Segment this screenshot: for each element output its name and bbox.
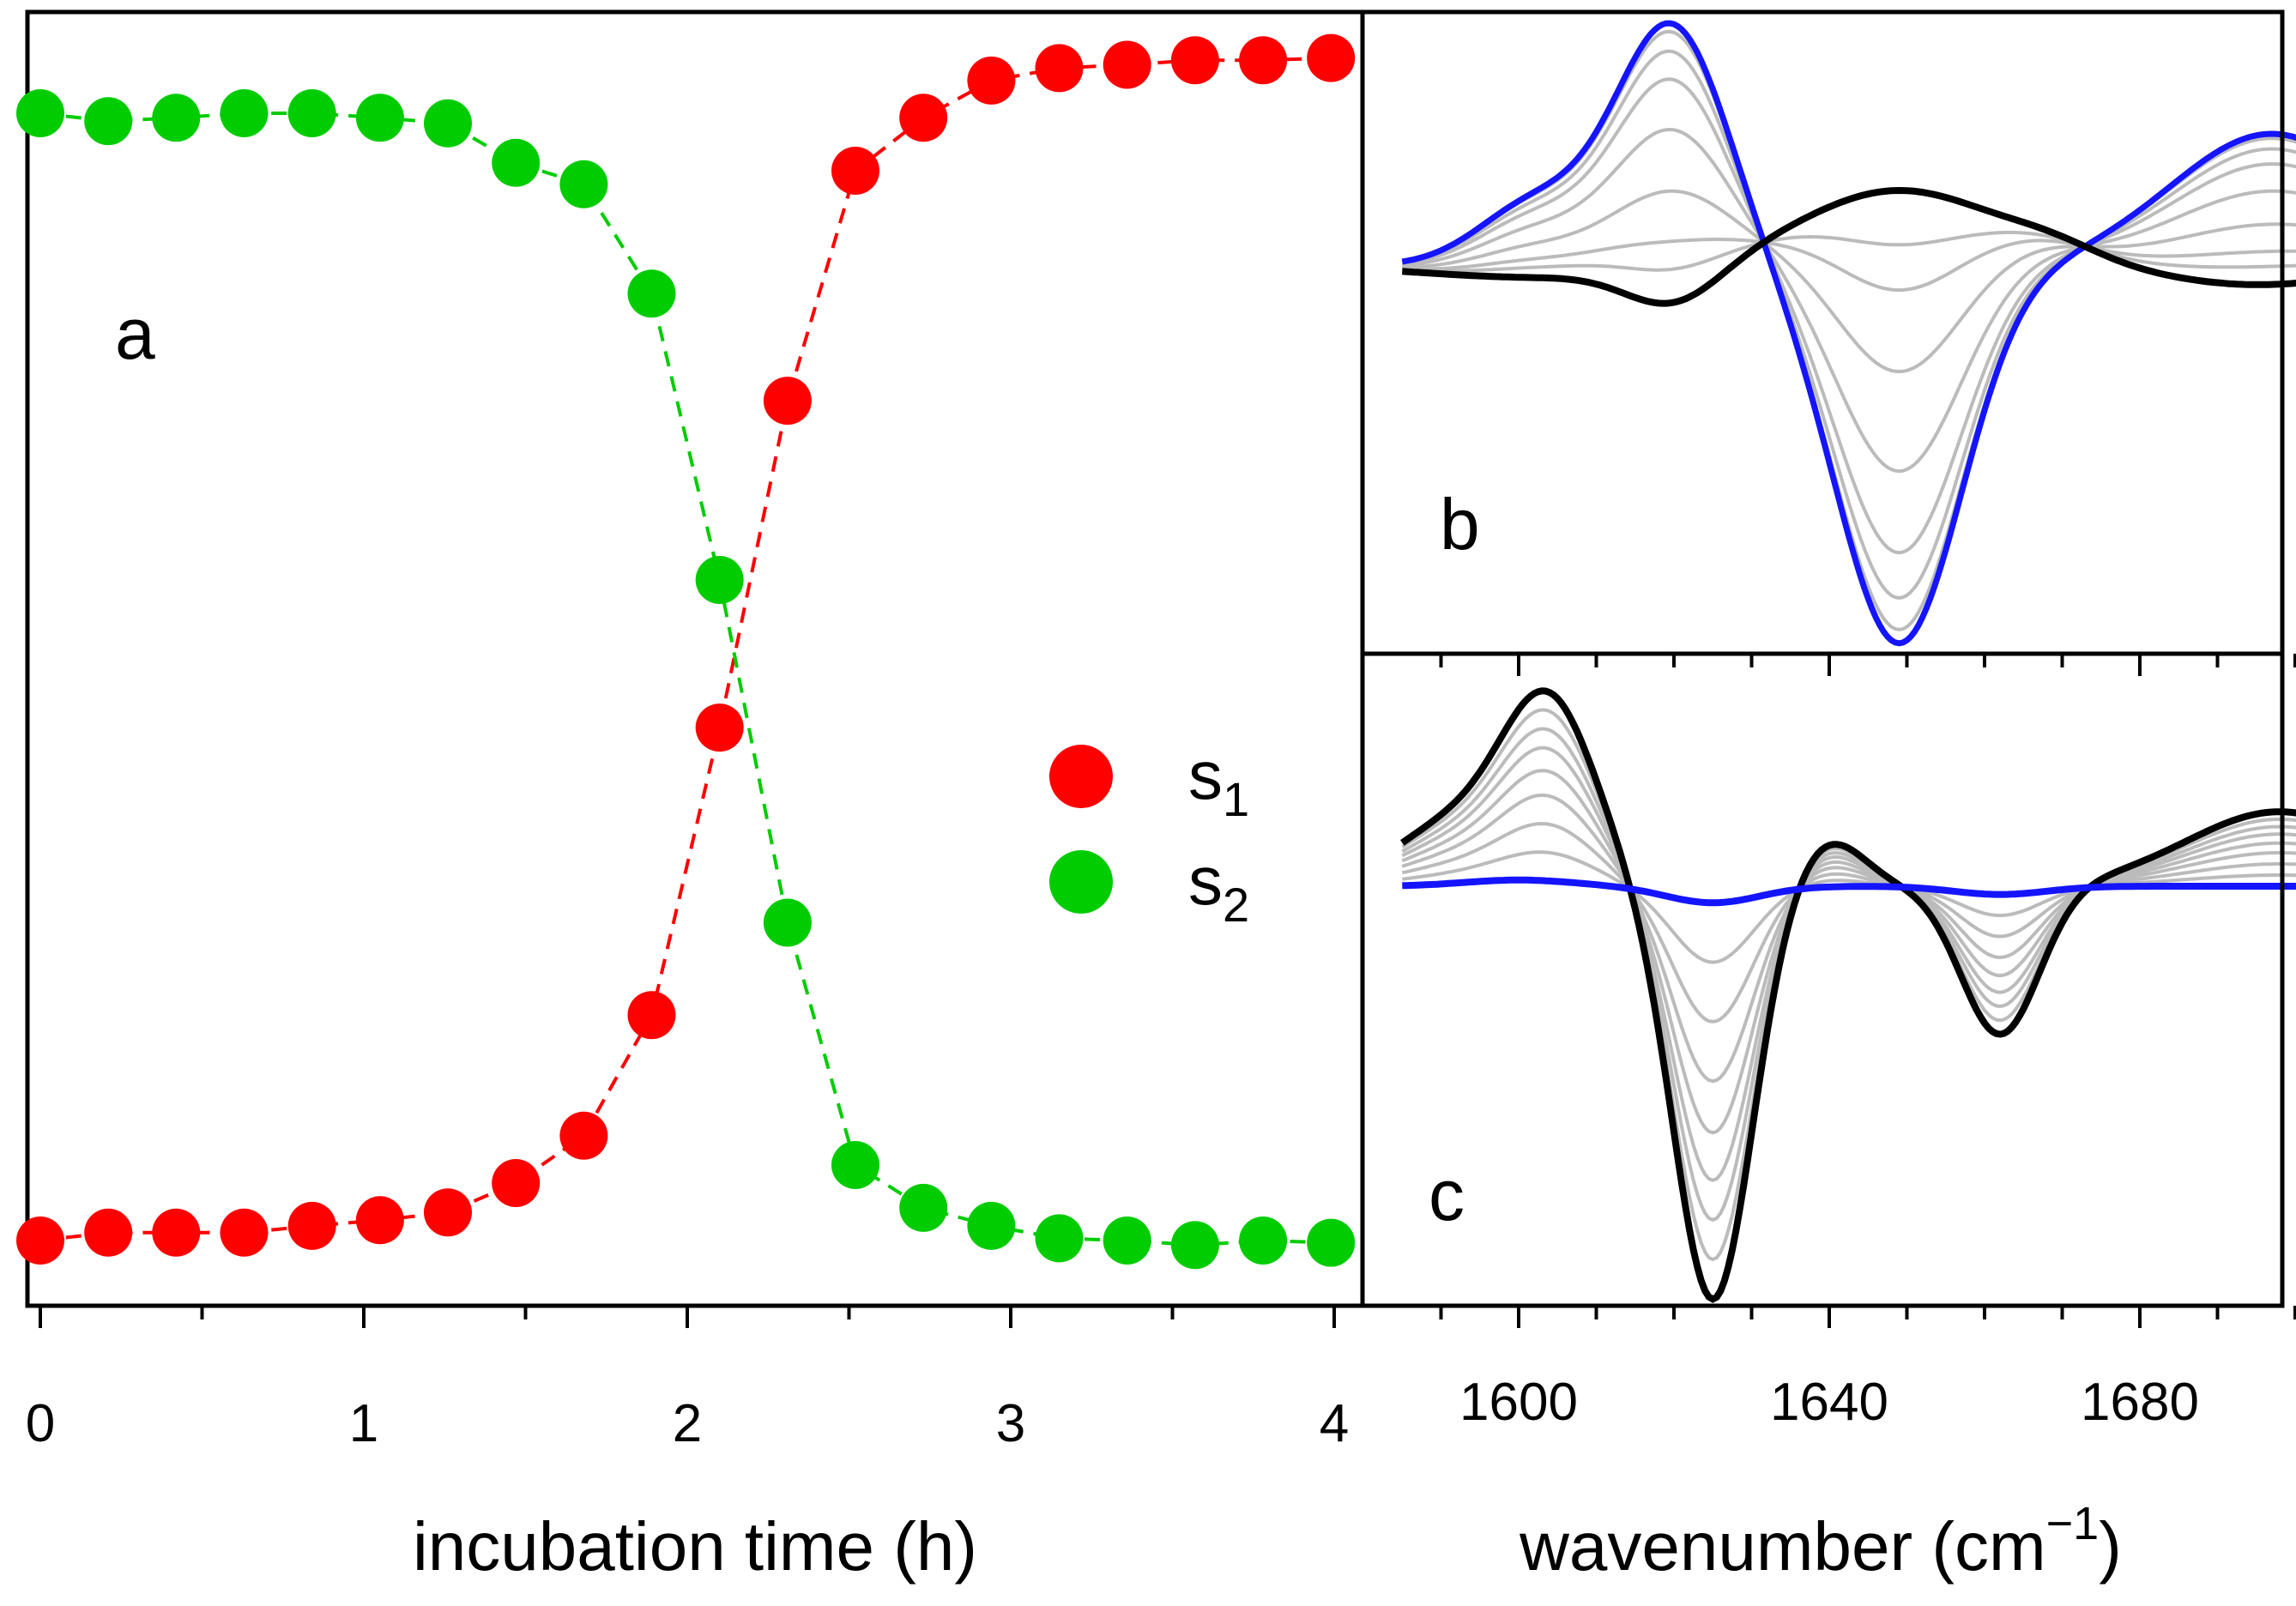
panel-a-x-tick-labels: 0 1 2 3 4 xyxy=(26,1394,1349,1453)
data-point-s1 xyxy=(84,1208,133,1257)
data-point-s1 xyxy=(220,1208,269,1257)
panel-label-c: c xyxy=(1429,1155,1465,1235)
data-point-s1 xyxy=(1239,36,1288,85)
data-point-s2 xyxy=(763,898,812,947)
data-point-s1 xyxy=(424,1188,472,1237)
data-point-s1 xyxy=(831,147,879,195)
panel-a-frame xyxy=(25,9,1365,1308)
fit-curve-s2 xyxy=(39,112,1332,1247)
spectrum-intermediate xyxy=(1401,727,2296,1223)
data-point-s2 xyxy=(84,97,133,146)
spectrum-final-blue xyxy=(1401,20,2296,647)
panel-a-data-points xyxy=(16,33,1356,1270)
data-point-s1 xyxy=(763,377,812,426)
data-point-s2 xyxy=(1103,1217,1151,1265)
data-point-s2 xyxy=(424,99,472,148)
panel-c-ticks xyxy=(1439,654,2296,1328)
data-point-s1 xyxy=(492,1159,541,1207)
data-point-s1 xyxy=(899,94,948,142)
panel-a-legend: s1 s2 xyxy=(1049,737,1249,932)
data-point-s2 xyxy=(1239,1217,1288,1265)
panel-c-x-axis-title: wavenumber (cm−1) xyxy=(1519,1498,2122,1585)
c-x-tick-label-1640: 1640 xyxy=(1770,1373,1888,1432)
spectrum-intermediate xyxy=(1401,746,2296,1182)
panel-a-x-axis-title: incubation time (h) xyxy=(413,1508,977,1585)
data-point-s2 xyxy=(152,94,201,142)
spectrum-intermediate xyxy=(1402,850,2296,964)
spectrum-intermediate xyxy=(1401,822,2296,1023)
c-x-tick-label-1680: 1680 xyxy=(2081,1373,2199,1432)
spectrum-final-blue xyxy=(1402,876,2296,907)
data-point-s1 xyxy=(152,1208,201,1257)
data-point-s2 xyxy=(967,1201,1016,1250)
legend-label-s2: s2 xyxy=(1188,842,1249,932)
panel-a: a s1 s2 0 1 2 3 4 incubation time (h) xyxy=(16,9,1365,1585)
spectrum-intermediate xyxy=(1401,769,2296,1135)
data-point-s1 xyxy=(1035,44,1084,93)
spectrum-initial-black xyxy=(1400,687,2296,1303)
spectrum-initial-black xyxy=(1402,186,2296,307)
panel-label-a: a xyxy=(115,293,155,374)
data-point-s1 xyxy=(1307,33,1356,82)
data-point-s2 xyxy=(695,556,744,604)
panel-a-fit-curves xyxy=(39,56,1332,1247)
data-point-s1 xyxy=(967,56,1016,105)
panel-c-x-tick-labels: 1600 1640 1680 xyxy=(1459,1373,2199,1432)
data-point-s2 xyxy=(899,1183,948,1232)
fit-curve-s1 xyxy=(39,56,1332,1242)
data-point-s2 xyxy=(287,89,336,137)
data-point-s2 xyxy=(220,89,269,137)
data-point-s2 xyxy=(559,160,608,208)
x-tick-label-0: 0 xyxy=(26,1394,55,1453)
panel-b: b xyxy=(1360,9,2296,656)
x-tick-label-2: 2 xyxy=(673,1394,702,1453)
data-point-s2 xyxy=(355,94,404,142)
legend-label-s1: s1 xyxy=(1188,737,1249,826)
legend-marker-s1 xyxy=(1049,745,1113,808)
data-point-s1 xyxy=(16,1217,64,1265)
spectrum-intermediate xyxy=(1402,238,2296,293)
spectrum-intermediate xyxy=(1401,708,2296,1262)
data-point-s2 xyxy=(831,1141,879,1189)
panel-b-frame xyxy=(1360,9,2285,656)
data-point-s2 xyxy=(627,269,676,318)
spectrum-intermediate xyxy=(1401,49,2296,601)
panel-b-spectra xyxy=(1401,20,2296,647)
c-x-tick-label-1600: 1600 xyxy=(1459,1373,1578,1432)
panel-c-spectra xyxy=(1400,687,2296,1303)
data-point-s1 xyxy=(1103,40,1151,89)
spectrum-intermediate xyxy=(1402,189,2296,374)
spectrum-intermediate xyxy=(1402,77,2296,555)
data-point-s1 xyxy=(1170,36,1219,85)
data-point-s1 xyxy=(355,1196,404,1245)
panel-c: c 1600 1640 1680 wavenumber (cm−1) xyxy=(1360,651,2296,1585)
x-tick-label-1: 1 xyxy=(349,1394,378,1453)
data-point-s1 xyxy=(559,1111,608,1160)
x-tick-label-4: 4 xyxy=(1320,1394,1349,1453)
data-point-s2 xyxy=(492,138,541,187)
panel-label-b: b xyxy=(1440,484,1480,565)
data-point-s2 xyxy=(1307,1218,1356,1267)
spectrum-intermediate xyxy=(1401,793,2296,1084)
x-tick-label-3: 3 xyxy=(996,1394,1025,1453)
legend-marker-s2 xyxy=(1049,850,1113,914)
data-point-s2 xyxy=(1170,1221,1219,1270)
data-point-s1 xyxy=(287,1201,336,1250)
panel-a-ticks xyxy=(39,1306,1336,1328)
panel-c-frame xyxy=(1360,651,2285,1308)
data-point-s2 xyxy=(16,89,64,137)
data-point-s1 xyxy=(627,991,676,1040)
spectrum-intermediate xyxy=(1402,127,2296,474)
data-point-s1 xyxy=(695,703,744,752)
spectrum-intermediate xyxy=(1402,231,2296,273)
data-point-s2 xyxy=(1035,1214,1084,1263)
